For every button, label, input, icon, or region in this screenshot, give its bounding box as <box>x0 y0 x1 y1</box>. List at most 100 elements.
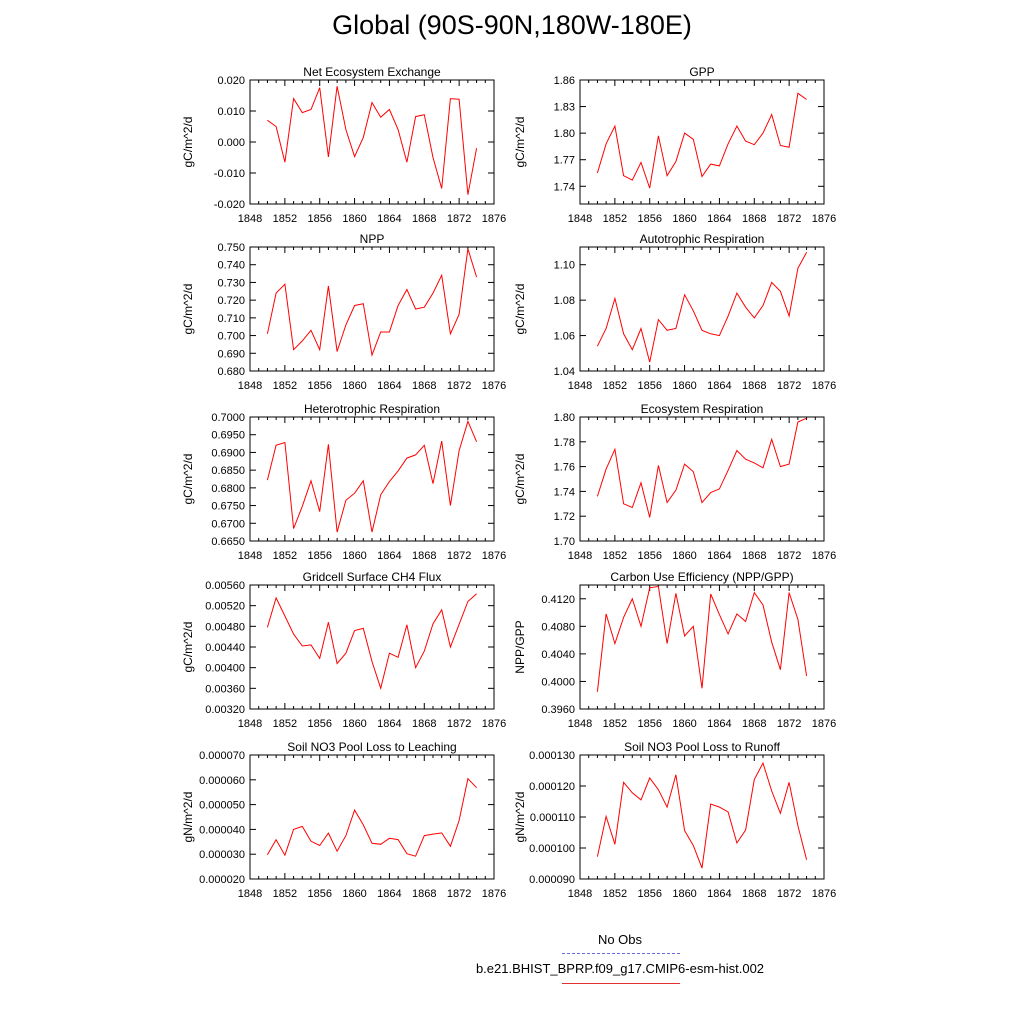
x-tick-label: 1856 <box>637 888 661 900</box>
y-tick-label: 0.000100 <box>529 843 575 855</box>
panel-title: Carbon Use Efficiency (NPP/GPP) <box>610 570 793 584</box>
x-tick-label: 1856 <box>637 718 661 730</box>
panel-2: NPP 1848 1852 1856 1860 1864 1868 1872 1876 0.750… <box>181 232 506 392</box>
x-tick-label: 1876 <box>482 213 506 225</box>
y-tick-label: 0.00480 <box>205 621 245 633</box>
y-tick-label: 0.00320 <box>205 704 245 716</box>
y-tick-label: 0.00360 <box>205 683 245 695</box>
x-tick-label: 1872 <box>447 213 471 225</box>
x-tick-label: 1852 <box>273 380 297 392</box>
legend-model-line <box>562 983 680 984</box>
x-tick-label: 1856 <box>307 888 331 900</box>
y-tick-label: 1.83 <box>554 102 575 114</box>
x-tick-label: 1872 <box>447 380 471 392</box>
x-tick-label: 1872 <box>777 380 801 392</box>
x-tick-label: 1860 <box>672 718 696 730</box>
y-tick-label: 0.730 <box>217 277 245 289</box>
x-tick-label: 1872 <box>447 550 471 562</box>
x-tick-label: 1872 <box>447 718 471 730</box>
x-tick-label: 1868 <box>412 718 436 730</box>
x-tick-label: 1876 <box>482 380 506 392</box>
y-axis-label: NPP/GPP <box>513 620 527 673</box>
x-tick-label: 1848 <box>568 888 592 900</box>
panel-1: GPP 1848 1852 1856 1860 1864 1868 1872 1876 1.86 1… <box>513 65 836 225</box>
x-tick-label: 1852 <box>603 380 627 392</box>
x-tick-label: 1860 <box>672 213 696 225</box>
x-tick-label: 1868 <box>742 550 766 562</box>
x-tick-label: 1852 <box>603 888 627 900</box>
y-tick-label: 0.4040 <box>541 649 575 661</box>
y-tick-label: 1.72 <box>554 511 575 523</box>
panel-title: Soil NO3 Pool Loss to Runoff <box>624 740 781 754</box>
y-tick-label: 0.000110 <box>530 812 575 824</box>
panel-title: Gridcell Surface CH4 Flux <box>303 570 442 584</box>
x-tick-label: 1848 <box>238 213 262 225</box>
x-tick-label: 1860 <box>342 213 366 225</box>
x-tick-label: 1876 <box>482 550 506 562</box>
x-tick-label: 1864 <box>377 213 401 225</box>
x-tick-label: 1864 <box>707 213 731 225</box>
y-axis-label: gC/m^2/d <box>181 454 195 505</box>
y-tick-label: 0.6800 <box>211 483 245 495</box>
y-tick-label: 1.70 <box>554 536 575 548</box>
panel-title: GPP <box>689 65 714 79</box>
x-tick-label: 1856 <box>307 380 331 392</box>
y-tick-label: 1.74 <box>554 181 575 193</box>
y-tick-label: 0.000020 <box>199 874 245 886</box>
x-tick-label: 1876 <box>812 718 836 730</box>
y-tick-label: 0.3960 <box>541 704 575 716</box>
x-tick-label: 1856 <box>637 213 661 225</box>
y-tick-label: 0.680 <box>217 366 245 378</box>
x-tick-label: 1864 <box>377 550 401 562</box>
x-tick-label: 1856 <box>637 550 661 562</box>
x-tick-label: 1860 <box>342 380 366 392</box>
panel-4: Heterotrophic Respiration 1848 1852 1856 186… <box>181 402 506 562</box>
y-tick-label: 0.000040 <box>199 824 245 836</box>
y-axis-label: gC/m^2/d <box>181 284 195 335</box>
y-tick-label: 0.000070 <box>199 750 245 762</box>
x-tick-label: 1864 <box>377 718 401 730</box>
x-tick-label: 1876 <box>812 888 836 900</box>
y-tick-label: 0.750 <box>217 242 245 254</box>
y-tick-label: 1.08 <box>554 295 575 307</box>
x-tick-label: 1864 <box>377 380 401 392</box>
y-tick-label: 0.000 <box>217 137 245 149</box>
y-tick-label: 0.710 <box>217 313 245 325</box>
x-tick-label: 1860 <box>672 888 696 900</box>
y-tick-label: 0.000120 <box>529 781 575 793</box>
x-tick-label: 1864 <box>707 718 731 730</box>
x-tick-label: 1864 <box>377 888 401 900</box>
y-axis-label: gC/m^2/d <box>181 117 195 168</box>
y-tick-label: 0.700 <box>217 331 245 343</box>
x-tick-label: 1848 <box>238 550 262 562</box>
x-tick-label: 1852 <box>603 718 627 730</box>
panel-8: Soil NO3 Pool Loss to Leaching 1848 1852 18… <box>181 740 506 900</box>
y-tick-label: 0.740 <box>217 260 245 272</box>
y-tick-label: 1.86 <box>554 75 575 87</box>
x-tick-label: 1868 <box>412 888 436 900</box>
plot-frame <box>249 754 495 880</box>
series-line <box>267 86 478 195</box>
y-tick-label: 1.78 <box>554 437 575 449</box>
x-tick-label: 1864 <box>707 380 731 392</box>
y-tick-label: 0.00560 <box>205 580 245 592</box>
x-tick-label: 1864 <box>707 888 731 900</box>
page-title: Global (90S-90N,180W-180E) <box>332 10 692 40</box>
y-tick-label: 0.6950 <box>211 430 245 442</box>
x-tick-label: 1860 <box>342 718 366 730</box>
x-tick-label: 1856 <box>307 550 331 562</box>
y-tick-label: 0.7000 <box>211 412 245 424</box>
plot-frame <box>579 246 825 372</box>
x-tick-label: 1852 <box>273 550 297 562</box>
y-tick-label: 0.000090 <box>529 874 575 886</box>
panel-title: Autotrophic Respiration <box>640 232 765 246</box>
x-tick-label: 1868 <box>742 888 766 900</box>
x-tick-label: 1852 <box>603 213 627 225</box>
x-tick-label: 1856 <box>307 718 331 730</box>
y-tick-label: 0.720 <box>217 295 245 307</box>
x-tick-label: 1868 <box>412 380 436 392</box>
y-tick-label: 0.00520 <box>205 601 245 613</box>
panel-title: Heterotrophic Respiration <box>304 402 440 416</box>
x-tick-label: 1872 <box>777 718 801 730</box>
